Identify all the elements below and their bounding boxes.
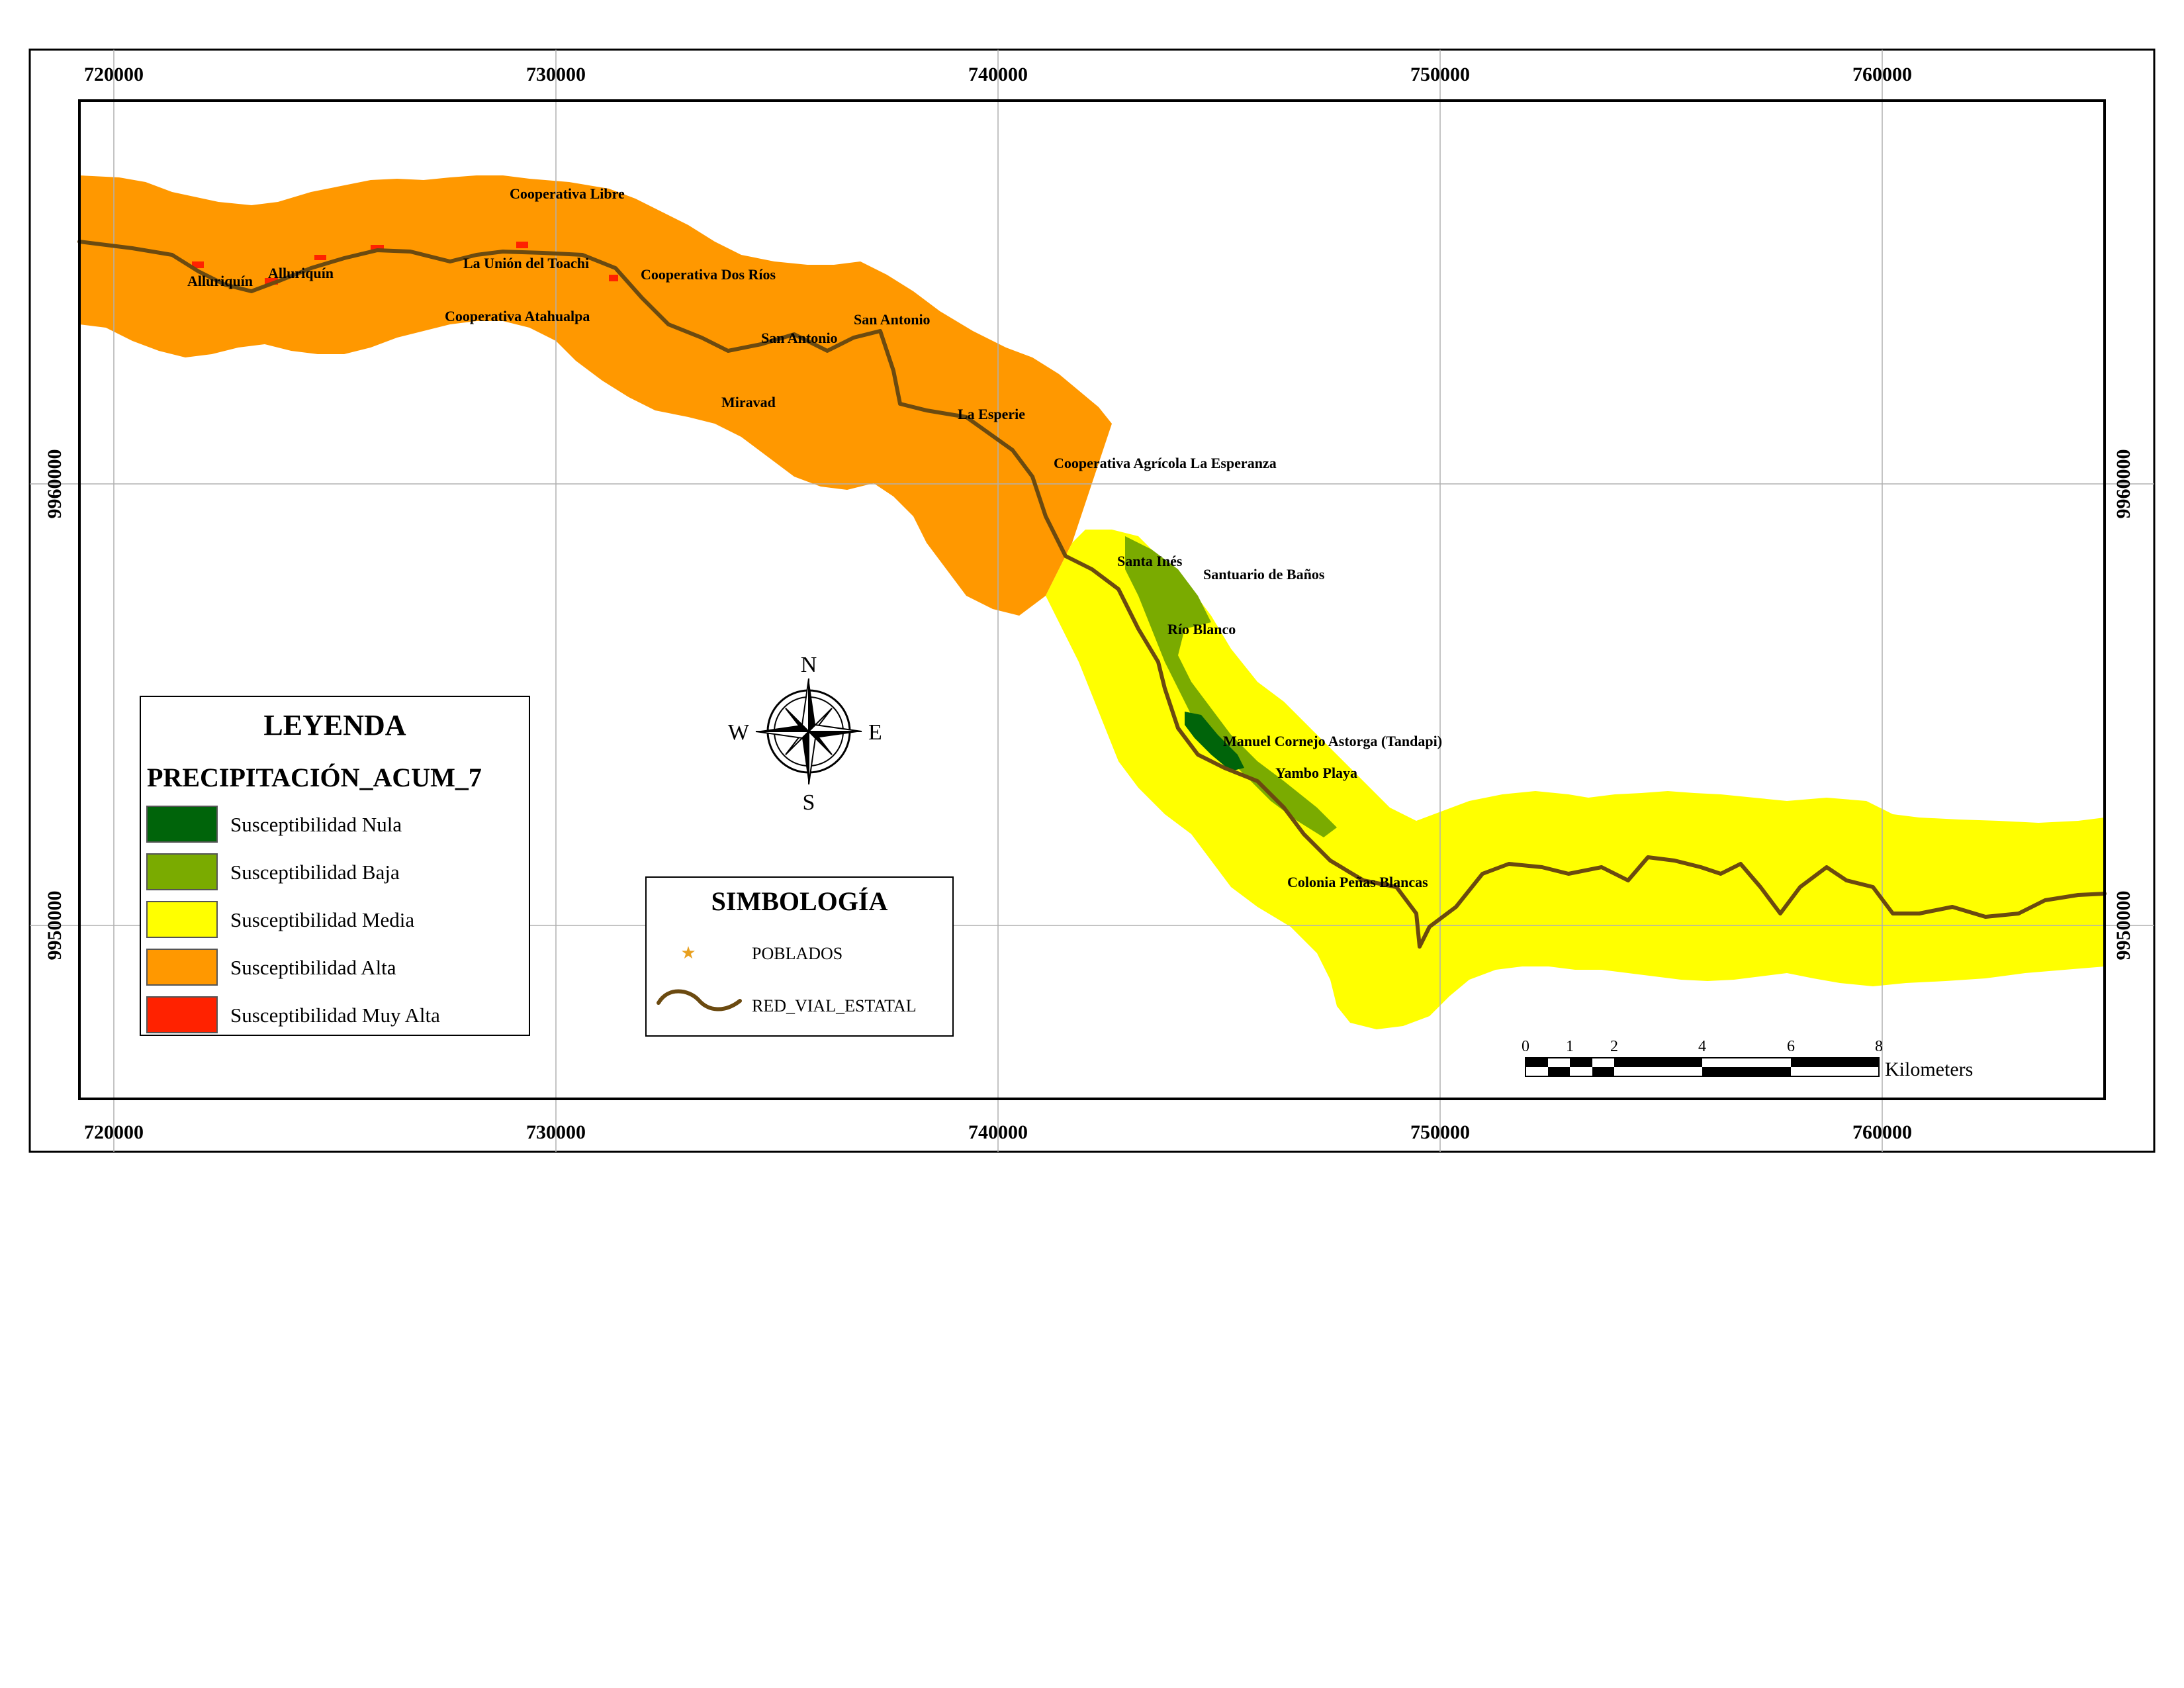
place-label: Cooperativa Libre xyxy=(510,185,625,202)
x-tick-label-bottom: 740000 xyxy=(968,1121,1028,1143)
scale-tick-label: 0 xyxy=(1522,1038,1529,1055)
legend-swatch xyxy=(146,901,218,938)
place-label: Manuel Cornejo Astorga (Tandapi) xyxy=(1223,733,1442,749)
legend-items: Susceptibilidad Nula Susceptibilidad Baja… xyxy=(146,806,440,1033)
compass-rose-icon: N S E W xyxy=(728,653,882,815)
legend-item-label: Susceptibilidad Baja xyxy=(230,861,400,884)
y-tick-label-left: 9960000 xyxy=(44,449,66,519)
compass-w: W xyxy=(728,720,750,745)
place-label: Yambo Playa xyxy=(1275,765,1357,781)
zone-muy-alta xyxy=(192,242,618,285)
legend-swatch xyxy=(146,996,218,1033)
scale-unit: Kilometers xyxy=(1885,1058,1973,1080)
compass-n: N xyxy=(801,653,817,677)
scale-tick-label: 8 xyxy=(1875,1038,1883,1055)
zone-alta xyxy=(79,175,1112,616)
legend-swatch xyxy=(146,853,218,890)
x-tick-label-bottom: 730000 xyxy=(526,1121,586,1143)
place-label: Santuario de Baños xyxy=(1203,566,1325,583)
x-tick-label-bottom: 750000 xyxy=(1410,1121,1470,1143)
place-label: Alluriquín xyxy=(187,273,253,289)
place-labels: Cooperativa Libre La Unión del Toachi Allu… xyxy=(187,185,1442,890)
legend-title: LEYENDA xyxy=(263,709,406,741)
legend-item-label: Susceptibilidad Nula xyxy=(230,813,402,836)
place-label: La Unión del Toachi xyxy=(463,255,589,271)
scale-bar: 0 1 2 4 6 8 Kilometers xyxy=(1522,1038,1973,1080)
place-label: Santa Inés xyxy=(1117,553,1183,569)
scale-tick-label: 6 xyxy=(1787,1038,1795,1055)
legend-item-label: Susceptibilidad Muy Alta xyxy=(230,1004,440,1027)
y-tick-label-right: 9950000 xyxy=(2113,891,2134,961)
place-label: Cooperativa Atahualpa xyxy=(445,308,590,324)
x-tick-label-top: 720000 xyxy=(84,64,144,85)
place-label: Colonia Peñas Blancas xyxy=(1287,874,1428,890)
x-tick-label-top: 740000 xyxy=(968,64,1028,85)
symbology: SIMBOLOGÍA ★ POBLADOS RED_VIAL_ESTATAL xyxy=(645,876,954,1037)
road-red-vial-estatal xyxy=(77,240,2107,949)
zone-media xyxy=(1046,530,2105,1029)
place-label: Cooperativa Dos Ríos xyxy=(641,266,776,283)
road-line-icon xyxy=(657,989,742,1011)
scale-tick-label: 2 xyxy=(1610,1038,1618,1055)
compass-e: E xyxy=(868,720,882,745)
poblado-star-icon: ★ xyxy=(680,943,696,962)
place-label: Río Blanco xyxy=(1167,621,1236,637)
legend-swatch xyxy=(146,949,218,986)
x-tick-label-top: 730000 xyxy=(526,64,586,85)
symbology-poblados: POBLADOS xyxy=(752,944,842,963)
scale-tick-label: 1 xyxy=(1566,1038,1574,1055)
legend-item-label: Susceptibilidad Media xyxy=(230,908,414,931)
map-neatline xyxy=(78,99,2106,1100)
compass-s: S xyxy=(803,790,815,815)
zone-nula xyxy=(1185,712,1244,771)
x-tick-label-bottom: 720000 xyxy=(84,1121,144,1143)
place-label: Miravad xyxy=(721,394,776,410)
y-tick-label-left: 9950000 xyxy=(44,891,66,961)
legend-item-label: Susceptibilidad Alta xyxy=(230,956,396,979)
zone-baja xyxy=(1125,536,1337,837)
place-label: San Antonio xyxy=(854,311,931,328)
coordinate-labels: 720000 720000 730000 730000 740000 740000 7500… xyxy=(44,64,2134,1143)
place-label: San Antonio xyxy=(761,330,838,346)
y-tick-label-right: 9960000 xyxy=(2113,449,2134,519)
legend-swatch xyxy=(146,806,218,843)
legend-subtitle: PRECIPITACIÓN_ACUM_7 xyxy=(147,763,482,792)
place-label: Alluriquín xyxy=(268,265,334,281)
place-label: Cooperativa Agrícola La Esperanza xyxy=(1054,455,1277,471)
legend: LEYENDA PRECIPITACIÓN_ACUM_7 Susceptibil… xyxy=(140,696,530,1036)
x-tick-label-top: 760000 xyxy=(1852,64,1912,85)
x-tick-label-bottom: 760000 xyxy=(1852,1121,1912,1143)
scale-ticks: 0 1 2 4 6 8 xyxy=(1522,1038,1883,1055)
x-tick-label-top: 750000 xyxy=(1410,64,1470,85)
symbology-title: SIMBOLOGÍA xyxy=(711,886,888,916)
symbology-red-vial: RED_VIAL_ESTATAL xyxy=(752,996,917,1015)
scale-tick-label: 4 xyxy=(1698,1038,1706,1055)
place-label: La Esperie xyxy=(958,406,1025,422)
